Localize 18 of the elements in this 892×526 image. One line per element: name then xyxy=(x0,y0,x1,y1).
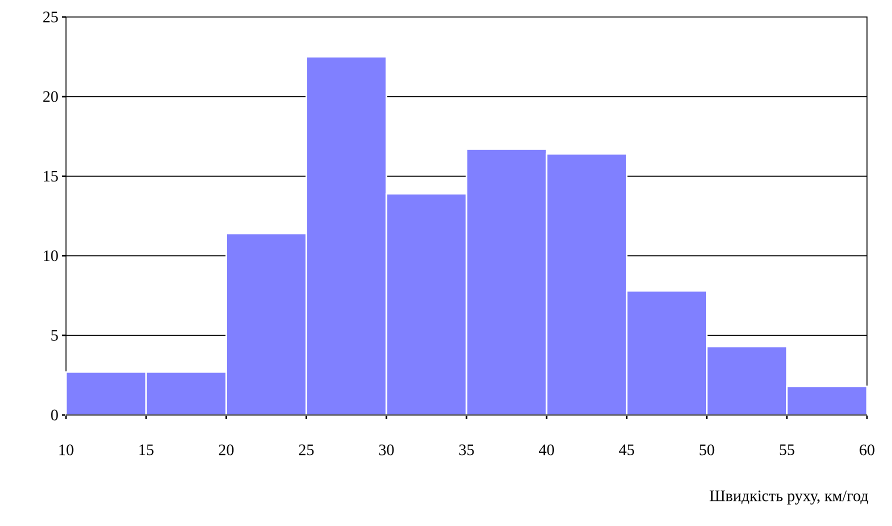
x-tick-label: 30 xyxy=(379,444,394,456)
y-tick-label: 25 xyxy=(43,12,58,22)
y-tick-label: 0 xyxy=(51,410,58,420)
x-axis-title: Швидкість руху, км/год xyxy=(710,490,868,505)
x-tick-label: 60 xyxy=(860,444,874,456)
x-tick-label: 15 xyxy=(140,444,154,456)
y-tick-label: 15 xyxy=(44,170,58,182)
x-tick-label: 55 xyxy=(780,444,794,456)
y-tick-label: 20 xyxy=(43,91,58,102)
x-tick-label: 20 xyxy=(218,444,234,456)
x-tick-label: 10 xyxy=(59,444,74,456)
x-tick-label: 35 xyxy=(459,444,474,456)
y-tick-label: 10 xyxy=(44,250,58,262)
x-tick-label: 25 xyxy=(299,444,314,456)
y-tick-label: 5 xyxy=(51,330,58,341)
x-tick-label: 50 xyxy=(700,444,714,456)
x-tick-label: 45 xyxy=(619,444,634,456)
x-tick-label: 40 xyxy=(538,444,554,456)
